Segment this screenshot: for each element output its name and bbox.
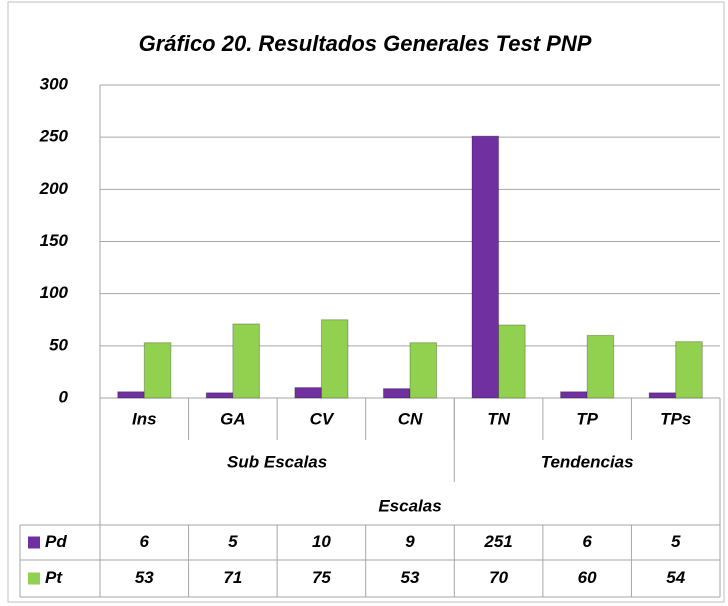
group-label: Sub Escalas	[227, 452, 327, 471]
table-value: 5	[228, 532, 238, 551]
y-tick-label: 150	[40, 231, 69, 250]
y-tick-label: 250	[39, 127, 69, 146]
table-value: 6	[140, 532, 150, 551]
x-axis-label: Escalas	[378, 496, 441, 515]
x-tick-label: Ins	[132, 409, 157, 428]
table-value: 10	[312, 532, 331, 551]
bar	[382, 388, 411, 399]
table-value: 53	[135, 568, 154, 587]
legend-label: Pd	[45, 532, 67, 551]
bar	[143, 342, 172, 399]
x-tick-label: CV	[310, 409, 335, 428]
bar	[471, 135, 500, 399]
bar	[294, 387, 322, 399]
y-tick-label: 50	[49, 335, 68, 354]
bar	[409, 342, 438, 399]
table-value: 6	[582, 532, 592, 551]
bar	[320, 319, 349, 399]
bar	[498, 324, 526, 399]
group-label: Tendencias	[541, 452, 634, 471]
table-value: 75	[312, 568, 331, 587]
legend-swatch	[28, 572, 40, 585]
bar	[117, 391, 145, 399]
table-value: 60	[578, 568, 597, 587]
bar	[675, 341, 703, 399]
y-tick-label: 100	[40, 283, 69, 302]
y-tick-label: 300	[40, 74, 69, 93]
bar	[205, 392, 234, 399]
table-value: 53	[401, 568, 420, 587]
chart-title: Gráfico 20. Resultados Generales Test PN…	[139, 31, 592, 56]
chart-frame	[7, 1, 725, 603]
y-tick-label: 0	[59, 387, 69, 406]
table-value: 9	[405, 532, 415, 551]
bar	[232, 323, 260, 399]
x-tick-label: TPs	[660, 409, 691, 428]
table-value: 71	[223, 568, 242, 587]
x-tick-label: CN	[398, 409, 423, 428]
table-value: 5	[671, 532, 681, 551]
table-value: 54	[666, 568, 685, 587]
legend-label: Pt	[45, 568, 63, 587]
x-tick-label: GA	[220, 409, 246, 428]
bar	[560, 391, 588, 399]
table-value: 70	[489, 568, 508, 587]
x-tick-label: TN	[487, 409, 510, 428]
x-tick-label: TP	[576, 409, 598, 428]
y-tick-label: 200	[39, 179, 69, 198]
table-value: 251	[483, 532, 512, 551]
bar	[586, 334, 615, 399]
legend-swatch	[28, 536, 40, 549]
bar	[648, 392, 677, 399]
